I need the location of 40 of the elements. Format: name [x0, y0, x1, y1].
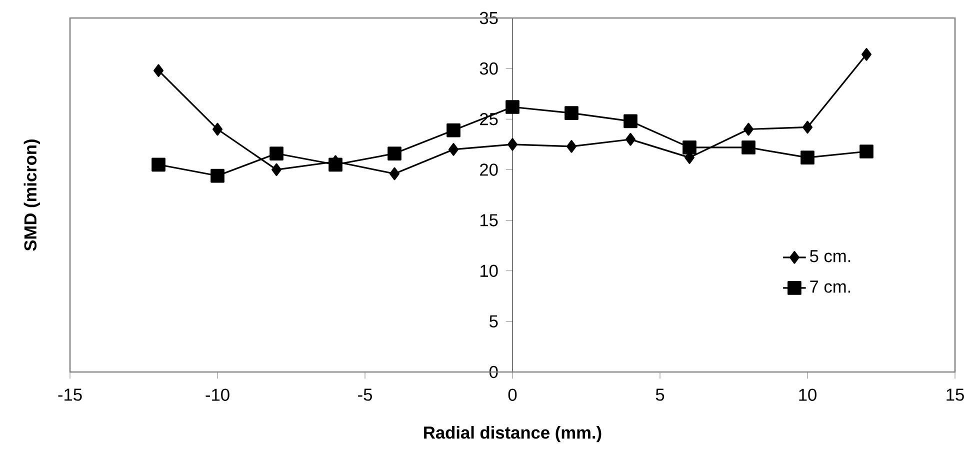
legend-label: 5 cm.: [810, 250, 850, 262]
point: [272, 163, 282, 176]
point: [210, 168, 224, 183]
legend-label: 7 cm.: [810, 280, 850, 293]
point: [508, 138, 518, 151]
point: [152, 158, 166, 172]
y-tick-label: 15: [480, 214, 498, 226]
point: [270, 146, 284, 160]
x-tick-label: -5: [358, 388, 372, 401]
point: [564, 106, 578, 120]
point: [682, 140, 696, 154]
point: [448, 143, 459, 156]
point: [446, 123, 460, 138]
point: [328, 158, 342, 172]
y-tick-label: 10: [480, 264, 498, 277]
point: [506, 100, 520, 114]
x-tick-label: 10: [799, 388, 816, 401]
point: [860, 144, 874, 158]
point: [626, 132, 636, 146]
x-tick-label: 5: [656, 388, 664, 401]
point: [624, 114, 638, 128]
x-tick-label: -15: [58, 388, 82, 401]
y-tick-label: 20: [480, 164, 498, 176]
y-tick-label: 30: [480, 62, 498, 75]
y-tick-label: 5: [490, 315, 498, 328]
point: [390, 167, 400, 180]
point: [566, 140, 576, 153]
point: [862, 48, 872, 61]
y-axis-title: SMD (micron): [24, 140, 40, 251]
x-tick-label: 15: [946, 388, 964, 401]
point: [802, 120, 813, 134]
x-tick-label: -10: [206, 388, 230, 401]
point: [388, 146, 402, 160]
point: [800, 150, 814, 164]
x-axis-title: Radial distance (mm.): [424, 426, 602, 442]
point: [212, 122, 223, 136]
x-tick-label: 0: [508, 388, 517, 401]
point: [744, 122, 754, 136]
point: [742, 140, 756, 154]
point: [154, 64, 164, 77]
